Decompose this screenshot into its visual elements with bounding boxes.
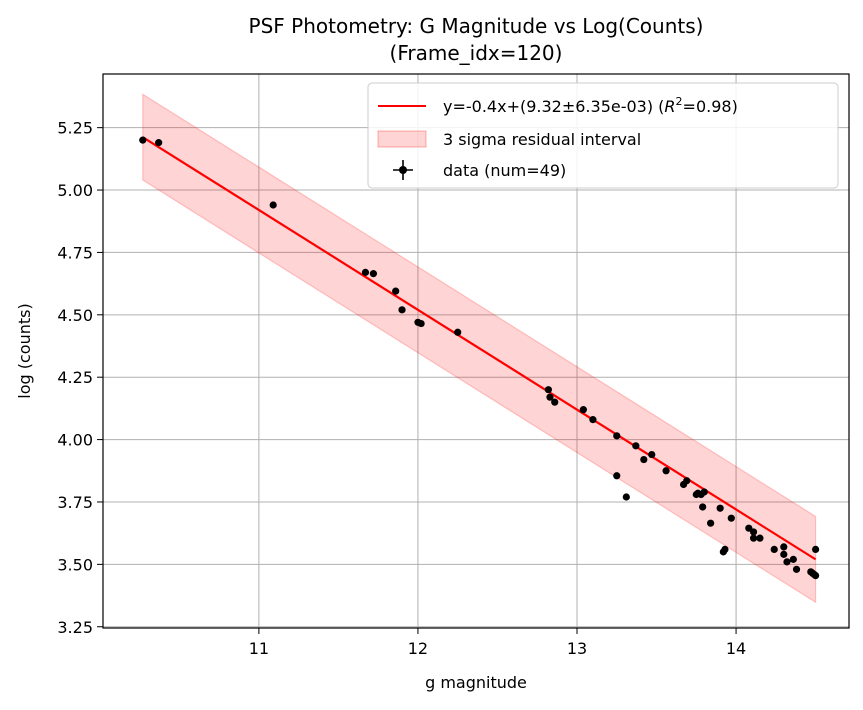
data-point <box>749 534 758 542</box>
legend-band-swatch <box>377 130 427 148</box>
data-point <box>683 477 691 485</box>
x-axis-label: g magnitude <box>425 673 527 692</box>
y-tick-label: 4.50 <box>57 306 93 325</box>
legend-box <box>367 82 839 189</box>
data-point <box>398 306 406 314</box>
data-point <box>716 504 724 512</box>
data-point <box>622 493 630 501</box>
x-tick-label: 12 <box>408 639 428 658</box>
points-layer <box>139 136 820 580</box>
data-point <box>792 565 801 573</box>
chart-title: PSF Photometry: G Magnitude vs Log(Count… <box>249 14 704 38</box>
legend: y=-0.4x+(9.32±6.35e-03) (R2=0.98) 3 sigm… <box>367 82 839 189</box>
data-point <box>700 488 708 496</box>
data-point <box>369 270 378 278</box>
data-point <box>155 139 163 147</box>
y-tick-label: 3.25 <box>57 618 93 637</box>
y-tick-label: 5.25 <box>57 119 93 138</box>
legend-fit-sup: 2 <box>676 95 683 108</box>
legend-fit-prefix: y=-0.4x+(9.32±6.35e-03) ( <box>443 97 664 116</box>
data-point <box>727 514 735 522</box>
data-point <box>707 519 715 527</box>
legend-fit-label: y=-0.4x+(9.32±6.35e-03) (R2=0.98) <box>443 95 738 116</box>
data-point <box>756 534 764 542</box>
data-point <box>640 455 648 464</box>
data-point <box>392 287 400 295</box>
data-point <box>789 555 797 563</box>
x-ticks: 11 12 13 14 <box>249 628 746 658</box>
data-point <box>810 570 818 578</box>
y-tick-label: 4.75 <box>57 243 93 262</box>
legend-fit-r: R <box>664 97 675 116</box>
data-point <box>749 528 758 536</box>
data-point <box>454 328 462 336</box>
plot-frame <box>102 73 850 629</box>
data-point <box>648 450 656 459</box>
data-point <box>361 268 370 276</box>
data-point <box>551 398 559 406</box>
y-tick-label: 4.25 <box>57 368 93 387</box>
x-tick-label: 11 <box>249 639 269 658</box>
y-axis-label: log (counts) <box>15 303 34 398</box>
x-tick-label: 13 <box>567 639 587 658</box>
y-tick-label: 4.00 <box>57 431 93 450</box>
data-point <box>579 406 587 414</box>
data-point <box>721 545 729 553</box>
y-ticks: 3.25 3.50 3.75 4.00 4.25 4.50 4.75 5.00 5.25 <box>57 119 103 637</box>
legend-data-label: data (num=49) <box>443 161 566 180</box>
data-point <box>417 319 425 328</box>
data-point <box>780 550 788 558</box>
data-point <box>783 558 791 566</box>
data-point <box>544 386 552 394</box>
legend-fit-suffix: =0.98) <box>683 97 738 116</box>
data-point <box>269 201 277 209</box>
data-point <box>632 442 640 450</box>
data-point <box>139 136 147 144</box>
chart-subtitle: (Frame_idx=120) <box>390 41 563 65</box>
legend-data-marker <box>393 160 413 180</box>
data-point <box>589 416 597 424</box>
data-point <box>811 545 820 553</box>
y-tick-label: 5.00 <box>57 181 93 200</box>
y-tick-label: 3.75 <box>57 493 93 512</box>
legend-band-label: 3 sigma residual interval <box>443 130 641 149</box>
data-point <box>699 503 707 511</box>
x-tick-label: 14 <box>726 639 746 658</box>
data-point <box>613 472 621 480</box>
data-point <box>780 543 788 551</box>
data-point <box>662 467 670 475</box>
data-point <box>613 432 621 440</box>
data-point <box>770 545 778 553</box>
y-tick-label: 3.50 <box>57 555 93 574</box>
data-point <box>546 393 554 401</box>
